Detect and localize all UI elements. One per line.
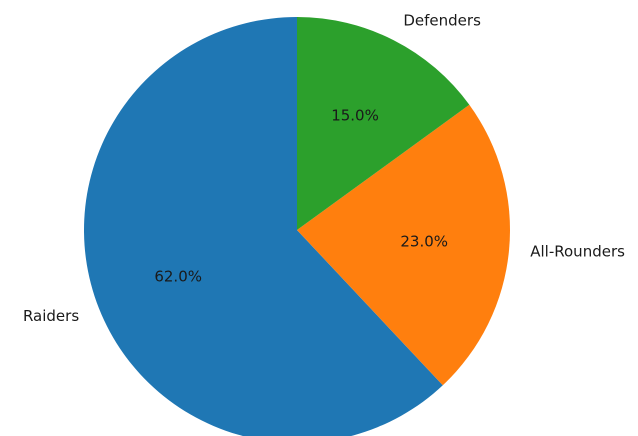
- pie-category-label: Defenders: [403, 12, 481, 30]
- pie-slice-all-rounders: [297, 104, 510, 386]
- pie-percent-label: 15.0%: [331, 107, 379, 125]
- pie-slices: [84, 17, 510, 436]
- pie-slice-raiders: [84, 17, 443, 436]
- pie-percent-label: 23.0%: [400, 233, 448, 251]
- pie-category-label: All-Rounders: [530, 243, 625, 261]
- pie-percent-label: 62.0%: [154, 268, 202, 286]
- pie-labels: 62.0% Raiders 23.0% All-Rounders 15.0% Defend…: [23, 12, 625, 325]
- pie-slice-defenders: [297, 17, 470, 230]
- pie-category-label: Raiders: [23, 307, 79, 325]
